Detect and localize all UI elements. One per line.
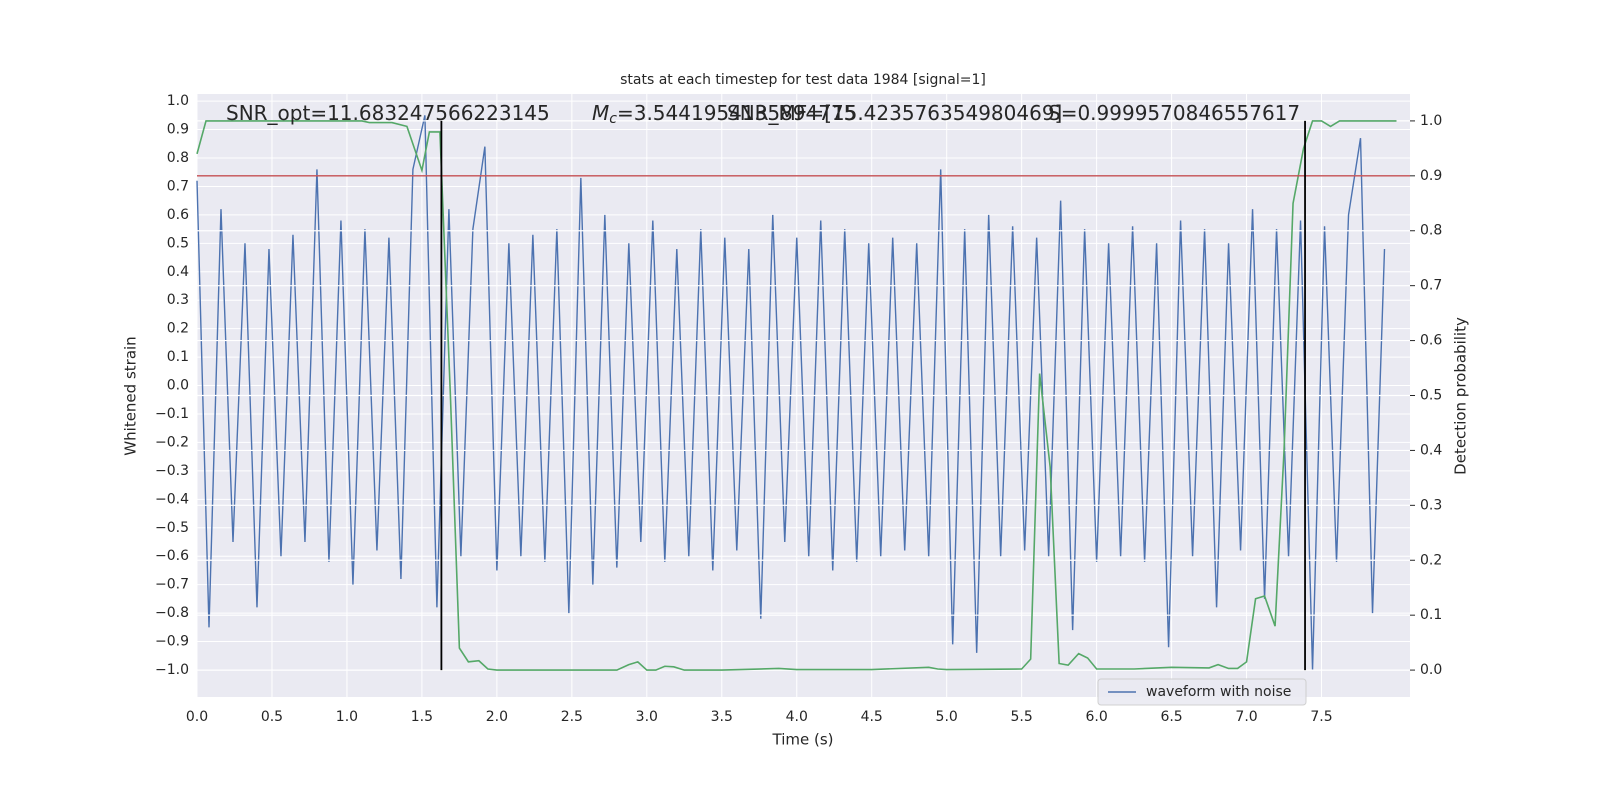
legend-label: waveform with noise	[1146, 684, 1291, 700]
x-tick-label: 0.5	[261, 709, 283, 725]
annotation: S=0.9999570846557617	[1048, 101, 1300, 125]
y-tick-label: −0.9	[155, 634, 189, 650]
x-tick-label: 1.5	[411, 709, 433, 725]
y2-tick-label: 0.6	[1420, 333, 1442, 349]
y-tick-label: 0.3	[167, 292, 189, 308]
y-axis-label: Whitened strain	[122, 336, 140, 455]
x-tick-label: 4.5	[861, 709, 883, 725]
y2-tick-label: 0.2	[1420, 552, 1442, 568]
y2-tick-label: 0.1	[1420, 607, 1442, 623]
y-tick-label: 0.9	[167, 122, 189, 138]
y-tick-label: 0.4	[167, 264, 189, 280]
series-line	[196, 120, 1397, 671]
y-tick-label: −1.0	[155, 662, 189, 678]
y-tick-label: −0.6	[155, 548, 189, 564]
x-tick-label: 5.5	[1011, 709, 1033, 725]
y-tick-label: −0.4	[155, 491, 189, 507]
y-tick-label: 0.5	[167, 235, 189, 251]
annotation: SNR_MF=[15.423576354980469]	[727, 101, 1062, 125]
annotation: Mc=3.5441954135894775	[592, 101, 856, 128]
annotation-text: =3.5441954135894775	[617, 101, 856, 125]
chart-title: stats at each timestep for test data 198…	[620, 72, 986, 88]
x-tick-label: 2.5	[561, 709, 583, 725]
y2-tick-label: 0.0	[1420, 662, 1442, 678]
y2-tick-label: 0.8	[1420, 223, 1442, 239]
y-tick-label: −0.2	[155, 434, 189, 450]
y-tick-label: 0.6	[167, 207, 189, 223]
x-tick-label: 7.0	[1235, 709, 1257, 725]
y-tick-label: −0.3	[155, 463, 189, 479]
x-tick-label: 2.0	[486, 709, 508, 725]
annotation-text: S=0.9999570846557617	[1048, 101, 1300, 125]
y-tick-label: 0.2	[167, 321, 189, 337]
y-tick-label: 0.1	[167, 349, 189, 365]
legend-box	[1097, 678, 1307, 706]
y2-tick-label: 0.5	[1420, 388, 1442, 404]
y-tick-label: 0.7	[167, 178, 189, 194]
y-tick-label: 1.0	[167, 93, 189, 109]
y2-axis-label: Detection probability	[1452, 317, 1470, 475]
marks	[196, 115, 1386, 670]
x-tick-label: 7.5	[1310, 709, 1332, 725]
annotation-subscript: c	[609, 111, 617, 127]
annotation-text: SNR_MF=[15.423576354980469]	[727, 101, 1062, 125]
x-tick-label: 6.0	[1085, 709, 1107, 725]
x-tick-label: 0.0	[186, 709, 208, 725]
x-axis-label: Time (s)	[772, 731, 834, 749]
x-tick-label: 5.0	[936, 709, 958, 725]
y2-tick-label: 0.3	[1420, 497, 1442, 513]
overlay: SNR_opt=11.683247566223145 Mc=3.544195413…	[196, 101, 1410, 706]
x-tick-label: 3.0	[636, 709, 658, 725]
y-tick-label: 0.8	[167, 150, 189, 166]
y2-tick-label: 0.4	[1420, 442, 1442, 458]
series-line	[196, 115, 1386, 670]
y2-tick-label: 0.9	[1420, 168, 1442, 184]
x-tick-label: 6.5	[1160, 709, 1182, 725]
y-tick-label: 0.0	[167, 378, 189, 394]
annotation-text: SNR_opt=11.683247566223145	[226, 101, 550, 125]
x-tick-label: 4.0	[786, 709, 808, 725]
y-tick-label: −0.8	[155, 605, 189, 621]
annotation-symbol: M	[592, 101, 609, 125]
x-tick-label: 3.5	[711, 709, 733, 725]
x-tick-label: 1.0	[336, 709, 358, 725]
y-tick-label: −0.5	[155, 520, 189, 536]
y2-tick-label: 0.7	[1420, 278, 1442, 294]
y2-tick-label: 1.0	[1420, 113, 1442, 129]
annotation: SNR_opt=11.683247566223145	[226, 101, 550, 125]
y-tick-label: −0.7	[155, 577, 189, 593]
y-tick-label: −0.1	[155, 406, 189, 422]
